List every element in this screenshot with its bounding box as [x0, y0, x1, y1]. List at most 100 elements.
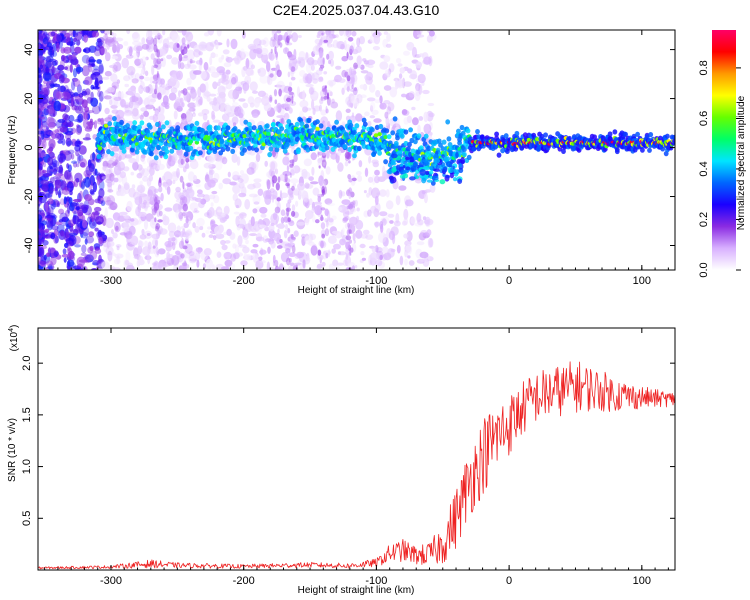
spectrogram-speckle — [76, 39, 81, 46]
spectrogram-speckle — [42, 161, 47, 168]
spectrogram-speckle — [140, 107, 148, 112]
spectrogram-speckle — [144, 70, 149, 77]
spectrogram-speckle — [327, 210, 331, 221]
spectrogram-speckle — [81, 65, 90, 77]
spectrogram-speckle — [99, 46, 105, 56]
spectrogram-speckle — [216, 251, 222, 258]
spectrogram-speckle — [109, 202, 118, 211]
spectrogram-speckle — [68, 114, 75, 123]
spectrogram-speckle — [369, 83, 376, 93]
spectrogram-speckle — [395, 195, 401, 206]
spectrogram-speckle — [346, 79, 352, 88]
spectrogram-speckle — [140, 202, 146, 209]
spectrogram-speckle — [99, 214, 104, 220]
spectrogram-speckle — [403, 81, 412, 87]
spectrogram-speckle — [84, 176, 91, 188]
spectrogram-speckle — [211, 114, 216, 120]
spectrogram-speckle — [114, 253, 124, 259]
spectrogram-ridge — [207, 124, 213, 130]
spectrogram-speckle — [112, 252, 116, 256]
spectrogram-streak — [321, 261, 326, 267]
spectrogram-speckle — [341, 199, 351, 206]
spectrogram-streak — [152, 266, 155, 270]
spectrogram-speckle — [260, 213, 267, 218]
spectrogram-speckle — [418, 83, 423, 95]
spectrogram-speckle — [328, 50, 334, 61]
spectrogram-streak — [323, 162, 326, 167]
spectrogram-dip — [433, 168, 441, 172]
spectrogram-speckle — [227, 171, 231, 178]
spectrogram-streak — [315, 219, 320, 224]
spectrogram-streak — [349, 247, 352, 256]
spectrogram-speckle — [225, 56, 233, 63]
spectrogram-speckle — [311, 72, 320, 81]
spectrogram-streak — [158, 210, 163, 217]
spectrogram-speckle — [146, 233, 151, 236]
spectrogram-speckle — [327, 79, 336, 86]
spectrogram-speckle — [250, 249, 258, 254]
spectrogram-streak — [186, 183, 192, 187]
spectrogram-dip — [390, 153, 398, 159]
spectrogram-speckle — [371, 246, 377, 253]
spectrogram-speckle — [86, 57, 91, 66]
y-tick-label: 0 — [23, 144, 35, 150]
spectrogram-speckle — [89, 189, 95, 195]
spectrogram-speckle — [175, 186, 181, 193]
spectrogram-speckle — [230, 38, 238, 50]
spectrogram-dip — [457, 178, 463, 184]
chart-title: C2E4.2025.037.04.43.G10 — [273, 2, 440, 18]
spectrogram-streak — [287, 71, 291, 78]
spectrogram-speckle — [395, 57, 402, 64]
spectrogram-streak — [158, 106, 161, 113]
spectrogram-speckle — [109, 172, 115, 182]
spectrogram-speckle — [208, 234, 214, 239]
spectrogram-speckle — [70, 153, 75, 160]
spectrogram-speckle — [59, 59, 65, 71]
spectrogram-speckle — [212, 81, 218, 90]
spectrogram-streak — [274, 168, 279, 175]
spectrogram-speckle — [76, 163, 80, 168]
spectrogram-speckle — [140, 81, 145, 90]
spectrogram-speckle — [367, 64, 374, 69]
spectrogram-speckle — [42, 173, 51, 177]
spectrogram-speckle — [133, 103, 140, 109]
spectrogram-speckle — [61, 253, 70, 258]
spectrogram-streak — [154, 237, 159, 247]
spectrogram-speckle — [339, 43, 345, 50]
spectrogram-speckle — [70, 96, 75, 108]
spectrogram-ridge — [294, 121, 300, 127]
spectrogram-speckle — [131, 78, 139, 84]
spectrogram-speckle — [118, 188, 127, 197]
spectrogram-streak — [351, 177, 357, 182]
spectrogram-streak — [187, 44, 190, 49]
spectrogram-speckle — [139, 58, 144, 64]
spectrogram-speckle — [423, 56, 432, 65]
spectrogram-streak — [180, 253, 185, 259]
spectrogram-speckle — [129, 218, 135, 222]
spectrogram-speckle — [123, 219, 132, 229]
spectrogram-speckle — [98, 188, 105, 198]
spectrogram-streak — [290, 76, 296, 81]
spectrogram-speckle — [55, 91, 64, 99]
spectrogram-streak — [285, 207, 291, 212]
spectrogram-speckle — [97, 40, 102, 49]
spectrogram-streak — [320, 36, 323, 44]
spectrogram-speckle — [332, 39, 339, 49]
spectrogram-speckle — [325, 166, 331, 175]
spectrogram-speckle — [44, 61, 52, 68]
spectrogram-speckle — [131, 32, 139, 39]
spectrogram-speckle — [59, 126, 69, 133]
spectrogram-speckle — [177, 30, 184, 33]
spectrogram-speckle — [317, 77, 324, 83]
spectrogram-speckle — [416, 241, 425, 246]
spectrogram-speckle — [262, 239, 268, 243]
spectrogram-speckle — [125, 54, 134, 59]
spectrogram-speckle — [389, 86, 398, 98]
spectrogram-speckle — [242, 230, 250, 240]
spectrogram-speckle — [65, 137, 72, 147]
spectrogram-speckle — [71, 201, 79, 207]
spectrogram-speckle — [92, 86, 100, 90]
spectrogram-speckle — [333, 243, 341, 250]
spectrogram-streak — [352, 87, 358, 96]
spectrogram-speckle — [80, 252, 87, 256]
